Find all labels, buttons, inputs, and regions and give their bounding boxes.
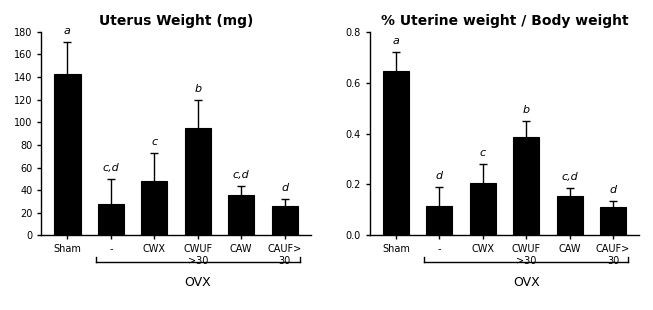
Bar: [600, 207, 626, 235]
Text: a: a: [392, 36, 400, 46]
Bar: [228, 195, 254, 235]
Text: d: d: [436, 171, 443, 181]
Text: b: b: [194, 84, 201, 94]
Bar: [556, 196, 582, 235]
Text: d: d: [609, 185, 616, 195]
Text: a: a: [64, 26, 71, 36]
Bar: [185, 128, 211, 235]
Text: c: c: [151, 137, 157, 147]
Bar: [141, 181, 167, 235]
Text: c,d: c,d: [233, 170, 249, 179]
Text: c,d: c,d: [561, 172, 578, 182]
Text: OVX: OVX: [184, 276, 211, 289]
Text: OVX: OVX: [513, 276, 539, 289]
Bar: [272, 206, 298, 235]
Bar: [383, 71, 409, 235]
Text: d: d: [281, 183, 288, 193]
Bar: [426, 206, 453, 235]
Text: b: b: [522, 105, 530, 115]
Bar: [513, 137, 539, 235]
Text: c: c: [480, 148, 486, 158]
Bar: [470, 183, 496, 235]
Text: c,d: c,d: [103, 163, 119, 173]
Title: Uterus Weight (mg): Uterus Weight (mg): [99, 14, 253, 28]
Bar: [98, 204, 124, 235]
Title: % Uterine weight / Body weight: % Uterine weight / Body weight: [381, 14, 628, 28]
Bar: [54, 74, 80, 235]
